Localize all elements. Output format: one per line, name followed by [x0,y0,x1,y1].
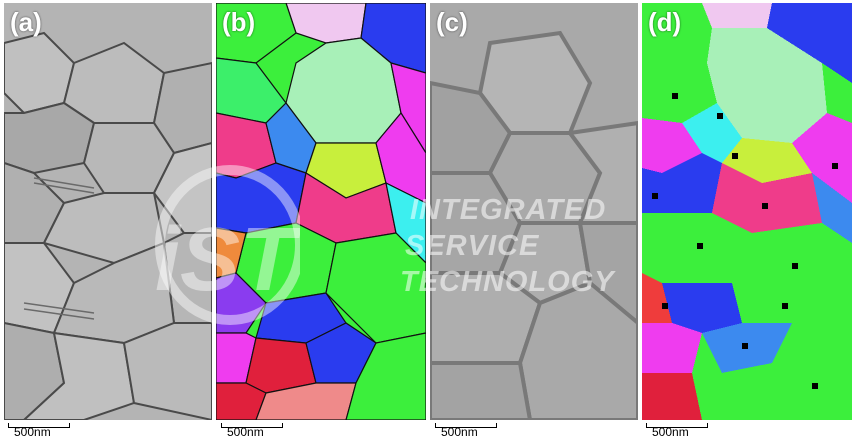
panel-label: (d) [648,7,682,37]
scale-bar-label: 500nm [14,425,51,439]
image-quality-panel-c: (c) [430,3,638,420]
panel-label: (a) [10,7,42,37]
image-quality-map [430,3,638,420]
ebsd-map-panel-b: (b) [216,3,426,420]
scale-bar-label: 500nm [441,425,478,439]
scale-bar-label: 500nm [652,425,689,439]
scale-bar-label: 500nm [227,425,264,439]
sem-grain-image [4,3,212,420]
ebsd-orientation-map [216,3,426,420]
panel-label: (c) [436,7,468,37]
ebsd-pixel-map [642,3,852,420]
sem-image-panel-a: (a) [4,3,212,420]
ebsd-map-panel-d: (d) [642,3,852,420]
panel-label: (b) [222,7,256,37]
